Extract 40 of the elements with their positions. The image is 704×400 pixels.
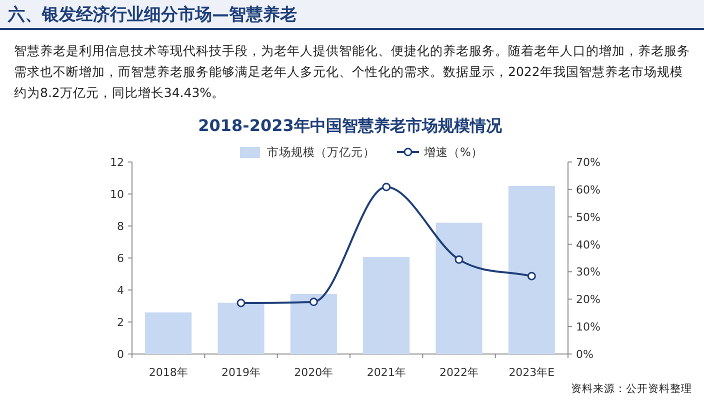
bar [363,257,410,354]
y2-tick-label: 70% [576,156,600,169]
y2-tick-label: 0% [576,348,594,361]
y-tick-label: 10 [110,188,124,201]
y2-tick-label: 60% [576,183,600,196]
y-tick-label: 2 [117,316,124,329]
x-tick-label: 2020年 [294,366,334,379]
heading: 六、银发经济行业细分市场—智慧养老 [0,0,704,30]
y2-tick-label: 30% [576,266,600,279]
chart-title: 2018-2023年中国智慧养老市场规模情况 [198,116,503,135]
bar [436,222,482,354]
y2-tick-label: 20% [576,293,600,306]
y-tick-label: 6 [117,252,124,265]
legend-市场规模（万亿元）: 市场规模（万亿元） [240,145,375,159]
x-tick-label: 2023年E [508,366,555,379]
y-tick-label: 4 [117,284,124,297]
bar [508,186,555,354]
legend-增速（%）: 增速（%） [397,145,483,159]
point [527,272,536,280]
bar [218,302,264,354]
y-tick-label: 0 [117,348,124,361]
x-tick-label: 2021年 [366,366,406,379]
y2-tick-label: 50% [576,210,600,224]
bar [290,294,337,354]
legend-label: 增速（%） [423,145,483,159]
point [309,298,318,306]
bar [145,312,192,354]
y-tick-label: 8 [117,220,124,233]
point [454,255,464,264]
point [382,182,391,192]
x-tick-label: 2018年 [148,366,188,379]
y-tick-label: 12 [110,156,124,169]
y2-tick-label: 40% [576,238,600,252]
source: 资料来源：公开资料整理 [571,382,692,396]
x-tick-label: 2022年 [440,366,478,379]
point [236,298,246,308]
legend-label: 市场规模（万亿元） [267,145,375,159]
intro: 智慧养老是利用信息技术等现代科技手段，为老年人提供智能化、便捷化的养老服务。随着老年人口的增加，养老服务需求也不断增加，而智慧养老服务能够满足老年人多元化、个性化的需求。数据显示，2022年我国智慧养老市场规模约为8.2万亿元，同比增长34.43%。 [14,42,691,102]
y2-tick-label: 10% [576,320,600,334]
x-tick-label: 2019年 [222,366,260,379]
